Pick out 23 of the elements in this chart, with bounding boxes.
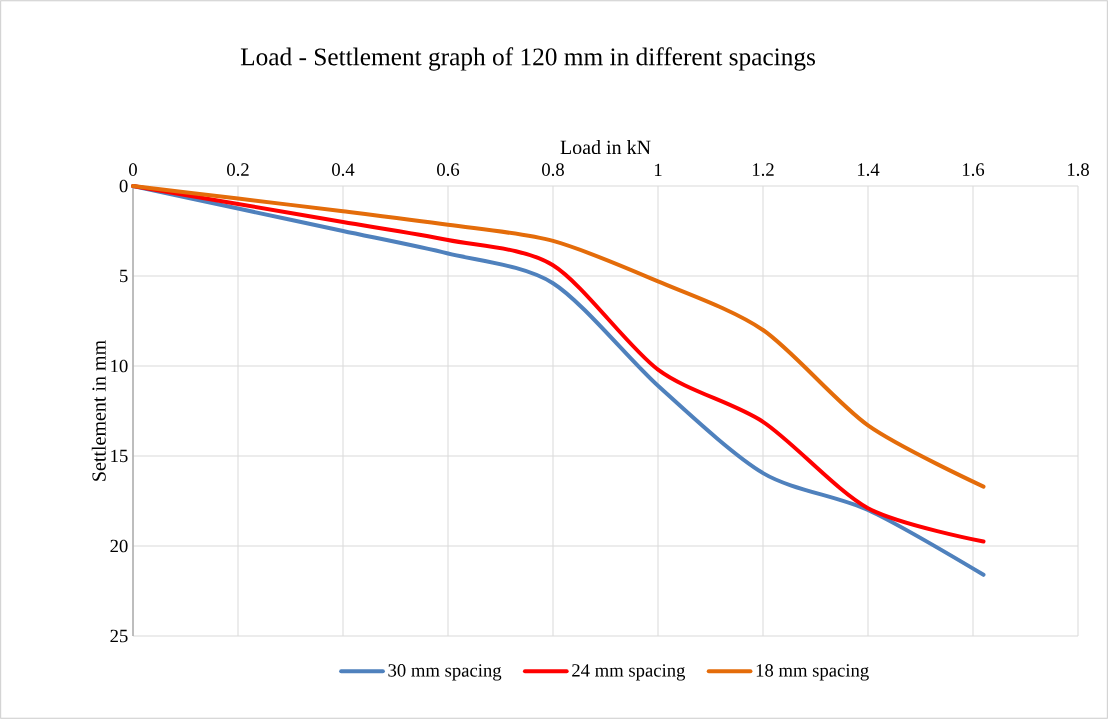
y-tick-label: 25 xyxy=(110,629,128,643)
chart-title: Load - Settlement graph of 120 mm in different spacings xyxy=(240,47,816,71)
y-tick-label: 20 xyxy=(110,539,128,553)
x-tick-label: 0.8 xyxy=(542,163,564,176)
x-axis-title: Load in kN xyxy=(560,140,651,155)
x-tick-label: 0.2 xyxy=(227,163,249,176)
legend-label: 18 mm spacing xyxy=(756,664,869,681)
legend-label: 30 mm spacing xyxy=(388,664,502,681)
y-tick-label: 0 xyxy=(119,179,128,193)
y-axis-title: Settlement in mm xyxy=(91,340,106,481)
x-tick-label: 1.6 xyxy=(962,163,985,176)
legend-label: 24 mm spacing xyxy=(572,664,686,681)
x-tick-label: 1.4 xyxy=(857,163,880,176)
x-tick-label: 0.4 xyxy=(332,163,355,176)
x-tick-label: 1.2 xyxy=(752,163,774,176)
x-tick-label: 0.6 xyxy=(437,163,460,176)
x-tick-label: 0 xyxy=(129,163,137,176)
y-tick-label: 5 xyxy=(120,269,128,283)
line-series xyxy=(131,184,986,489)
x-tick-label: 1.8 xyxy=(1067,163,1089,176)
y-tick-label: 10 xyxy=(111,359,128,373)
y-tick-label: 15 xyxy=(111,449,128,463)
x-tick-label: 1 xyxy=(654,163,662,176)
